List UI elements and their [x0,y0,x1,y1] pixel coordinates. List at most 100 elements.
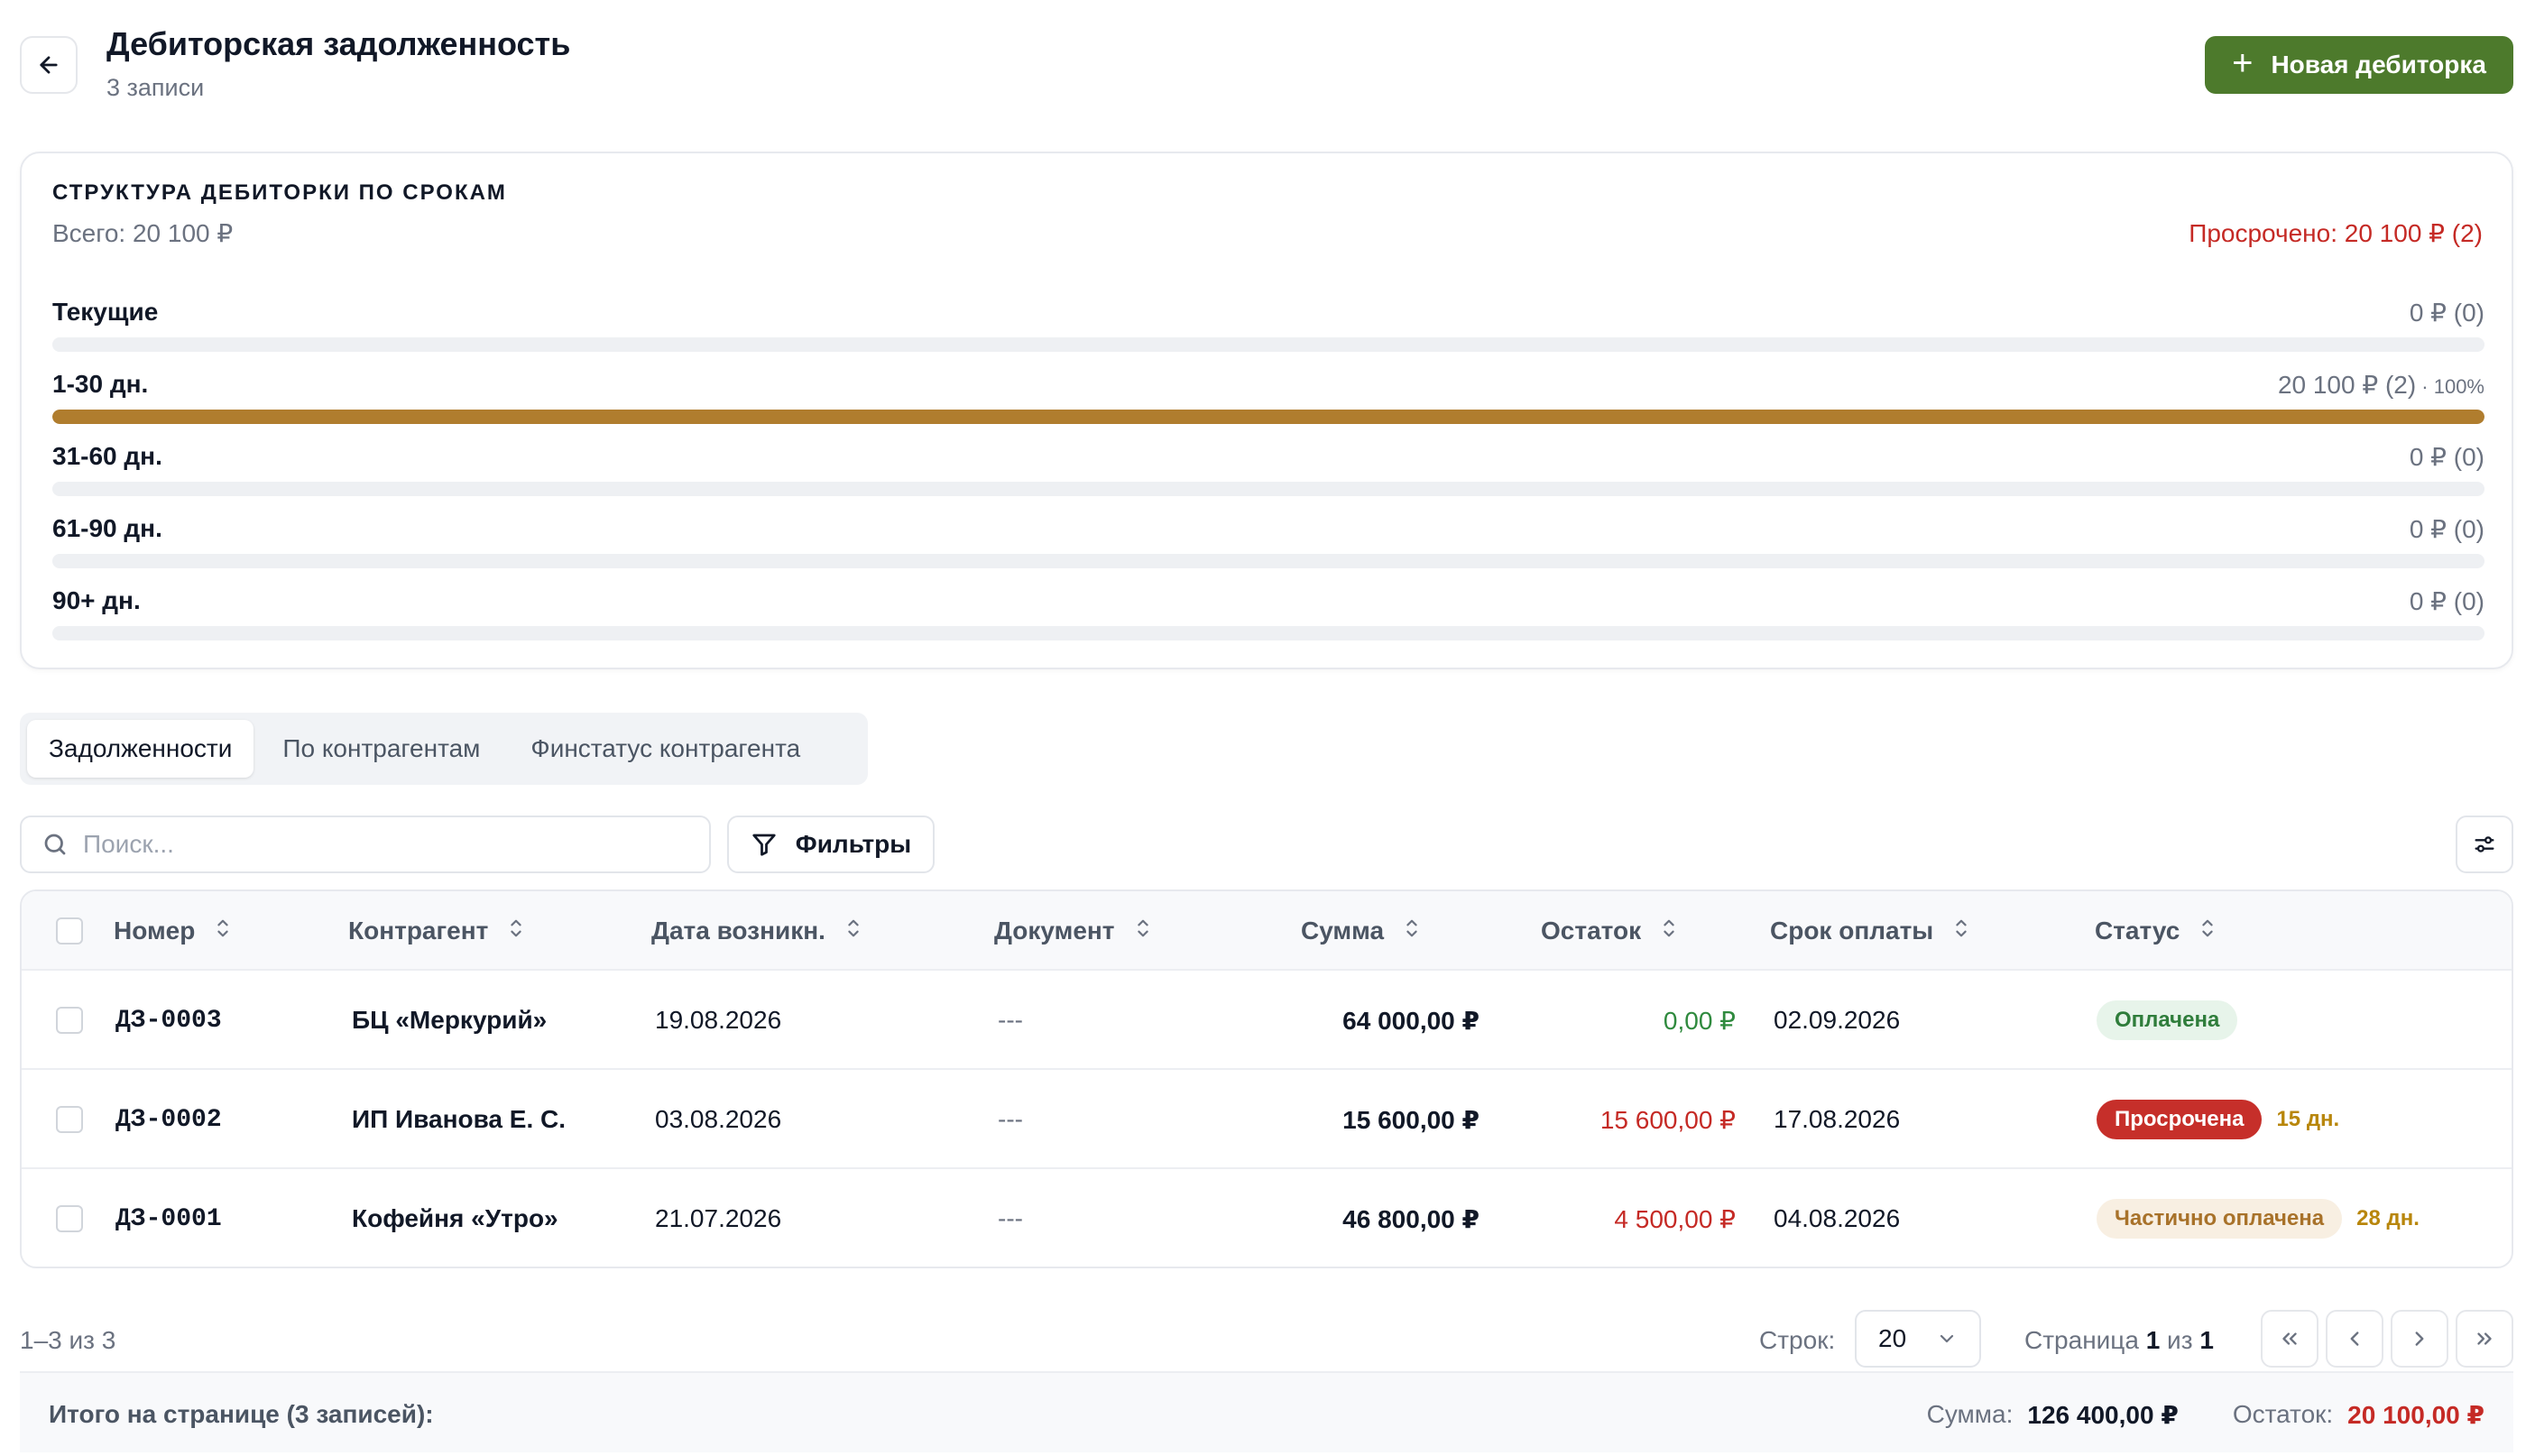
table-row[interactable]: ДЗ-0001 Кофейня «Утро» 21.07.2026 --- 46… [22,1169,2512,1267]
cell-number: ДЗ-0003 [115,1006,222,1035]
table-row[interactable]: ДЗ-0003 БЦ «Меркурий» 19.08.2026 --- 64 … [22,971,2512,1070]
cell-counterparty: БЦ «Меркурий» [352,1006,548,1034]
bucket-value: 0 ₽ (0) [2409,299,2484,327]
column-header-status[interactable]: Статус [2095,891,2217,971]
bucket-label: Текущие [52,298,159,326]
cell-counterparty: Кофейня «Утро» [352,1204,558,1232]
sort-icon [213,917,233,946]
cell-number: ДЗ-0002 [115,1105,222,1134]
cell-date: 19.08.2026 [655,1006,782,1034]
cell-due-date: 04.08.2026 [1774,1204,1901,1232]
column-header-number[interactable]: Номер [114,891,233,971]
new-receivable-button[interactable]: + Новая дебиторка [2205,36,2513,94]
table-row[interactable]: ДЗ-0002 ИП Иванова Е. С. 03.08.2026 --- … [22,1070,2512,1169]
bucket-value: 0 ₽ (0) [2409,443,2484,471]
column-header-document[interactable]: Документ [994,891,1153,971]
record-count: 3 записи [106,74,205,101]
bucket-value: 0 ₽ (0) [2409,515,2484,543]
bucket-label: 90+ дн. [52,586,141,614]
cell-due-date: 02.09.2026 [1774,1006,1901,1034]
sort-icon [1951,917,1971,946]
column-header-due-date[interactable]: Срок оплаты [1770,891,1971,971]
cell-number: ДЗ-0001 [115,1204,222,1233]
aging-title: СТРУКТУРА ДЕБИТОРКИ ПО СРОКАМ [52,180,507,205]
row-checkbox[interactable] [56,1007,83,1034]
sliders-icon [2475,836,2494,852]
aging-total: Всего: 20 100 ₽ [52,219,234,247]
tab-counterparty-finstatus[interactable]: Финстатус контрагента [530,734,801,762]
bucket-value: 20 100 ₽ (2) · 100% [2277,371,2484,399]
sort-icon [1133,917,1153,946]
chevron-down-icon [1940,1334,1954,1343]
last-page-button[interactable] [2456,1310,2513,1368]
aging-bucket-90-plus: 90+ дн. 0 ₽ (0) [52,586,2484,650]
cell-counterparty: ИП Иванова Е. С. [352,1105,567,1133]
chevrons-left-icon [2282,1332,2297,1345]
status-badge: Оплачена [2097,1000,2238,1040]
chevron-left-icon [2350,1332,2359,1346]
bucket-label: 1-30 дн. [52,370,149,398]
column-header-remaining[interactable]: Остаток [1541,891,1679,971]
column-settings-button[interactable] [2456,816,2513,873]
page-totals-values: Сумма: 126 400,00 ₽ Остаток: 20 100,00 ₽ [1927,1400,2484,1430]
bucket-bar [52,337,2484,352]
column-header-date[interactable]: Дата возникн. [651,891,863,971]
column-header-amount[interactable]: Сумма [1301,891,1422,971]
search-box [20,816,711,873]
bucket-bar [52,410,2484,424]
rows-per-page-label: Строк: [1759,1326,1836,1354]
sum-value: 126 400,00 ₽ [2027,1401,2179,1429]
arrow-left-icon [40,56,58,74]
overdue-days: 15 дн. [2276,1107,2340,1131]
aging-bucket-61-90: 61-90 дн. 0 ₽ (0) [52,514,2484,577]
search-icon [44,834,66,855]
remaining-value: 20 100,00 ₽ [2347,1401,2484,1429]
receivables-table: Номер Контрагент Дата возникн. Документ … [20,889,2513,1268]
bucket-bar [52,482,2484,496]
column-header-counterparty[interactable]: Контрагент [348,891,526,971]
cell-date: 03.08.2026 [655,1105,782,1133]
filter-icon [752,834,776,856]
cell-status: Частично оплачена 28 дн. [2097,1169,2420,1267]
cell-amount: 46 800,00 ₽ [1342,1204,1480,1233]
cell-amount: 64 000,00 ₽ [1342,1006,1480,1035]
status-badge: Просрочена [2097,1100,2263,1139]
next-page-button[interactable] [2391,1310,2448,1368]
bucket-bar [52,554,2484,568]
sort-icon [2198,917,2217,946]
pagination-range: 1–3 из 3 [20,1326,116,1354]
sort-icon [1402,917,1422,946]
aging-bucket-31-60: 31-60 дн. 0 ₽ (0) [52,442,2484,505]
filters-label: Фильтры [795,830,912,858]
plus-icon: + [2232,43,2254,83]
cell-date: 21.07.2026 [655,1204,782,1232]
back-button[interactable] [20,36,78,94]
filters-button[interactable]: Фильтры [727,816,935,873]
rows-per-page-select[interactable]: 20 [1855,1310,1981,1368]
aging-overdue: Просрочено: 20 100 ₽ (2) [2189,219,2483,247]
rows-per-page-value: 20 [1878,1324,1907,1352]
tab-by-counterparty[interactable]: По контрагентам [282,734,481,762]
cell-status: Просрочена 15 дн. [2097,1070,2339,1169]
cell-document: --- [998,1204,1023,1232]
aging-bucket-1-30: 1-30 дн. 20 100 ₽ (2) · 100% [52,370,2484,433]
page-totals-footer: Итого на странице (3 записей): Сумма: 12… [20,1371,2513,1452]
tab-receivables[interactable]: Задолженности [27,720,254,778]
page-indicator: Страница 1 из 1 [2024,1326,2214,1354]
row-checkbox[interactable] [56,1205,83,1232]
search-input[interactable] [83,830,660,859]
page-title: Дебиторская задолженность [106,25,571,62]
cell-amount: 15 600,00 ₽ [1342,1105,1480,1134]
prev-page-button[interactable] [2326,1310,2383,1368]
first-page-button[interactable] [2261,1310,2318,1368]
page-totals-label: Итого на странице (3 записей): [49,1400,434,1428]
row-checkbox[interactable] [56,1106,83,1133]
overdue-days: 28 дн. [2356,1206,2420,1230]
cell-document: --- [998,1105,1023,1133]
sum-label: Сумма: [1926,1400,2014,1428]
remaining-label: Остаток: [2232,1400,2334,1428]
bucket-value: 0 ₽ (0) [2409,587,2484,615]
cell-document: --- [998,1006,1023,1034]
select-all-checkbox[interactable] [56,917,83,945]
cell-remaining: 15 600,00 ₽ [1599,1105,1736,1134]
